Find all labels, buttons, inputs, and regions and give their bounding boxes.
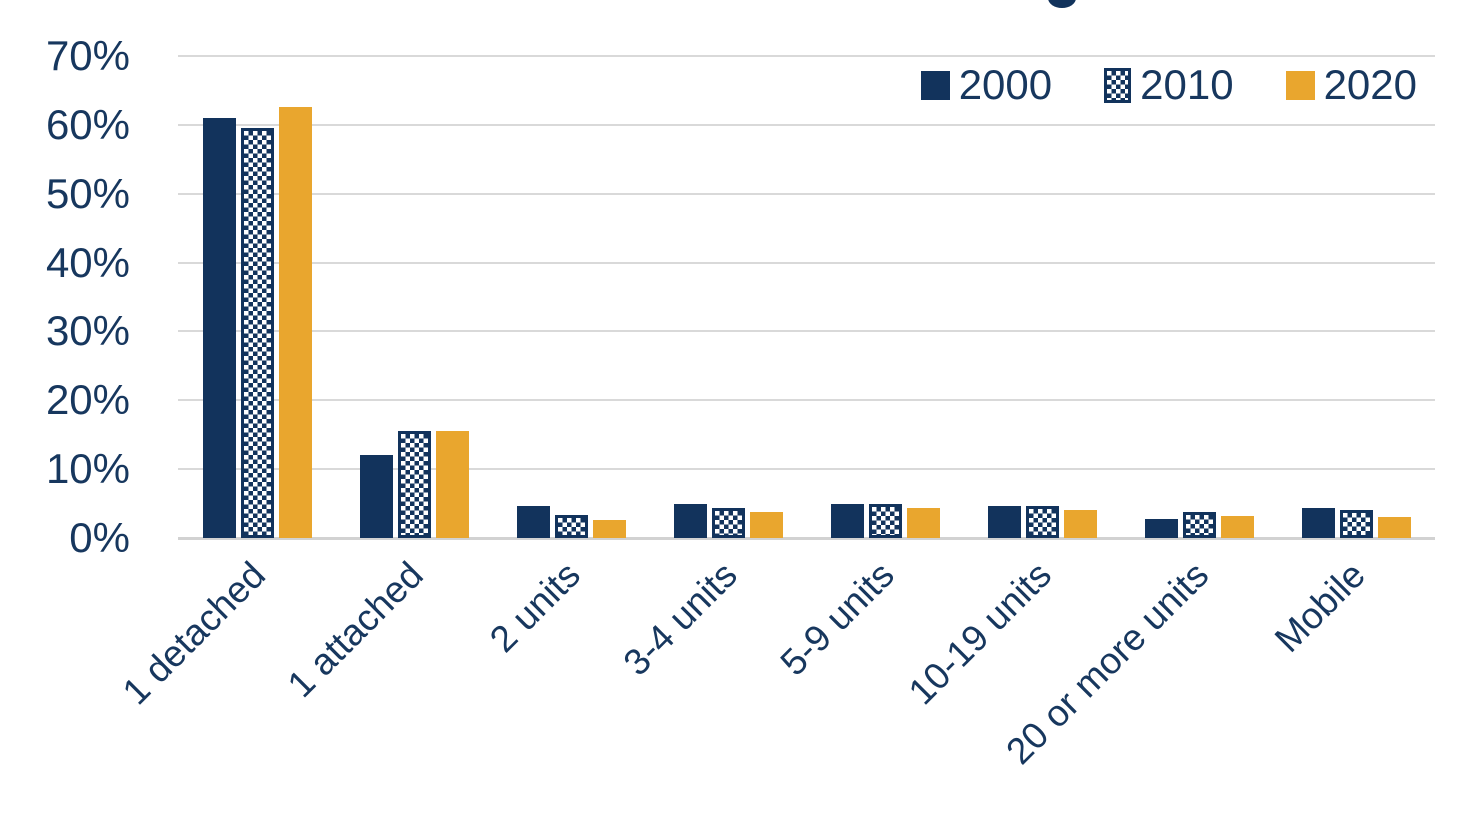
y-tick-label-30: 30% <box>45 307 130 355</box>
x-axis-label-10-19-units: 10-19 units <box>900 554 1060 713</box>
y-tick-label-10: 10% <box>45 445 130 493</box>
gridline-40 <box>178 261 1435 264</box>
x-axis-label-mobile: Mobile <box>1267 554 1374 661</box>
y-tick-label-0: 0% <box>69 514 130 561</box>
legend-swatch-2020-icon <box>1285 70 1315 100</box>
x-axis-label-1-detached: 1 detached <box>115 554 274 713</box>
gridline-20 <box>178 399 1435 402</box>
bar-2020-1-detached <box>278 106 312 538</box>
legend-item-2020: 2020 <box>1285 61 1417 108</box>
bar-2020-1-attached <box>435 430 469 538</box>
gridline-60 <box>178 123 1435 126</box>
cutoff-title-descender-fragment <box>1048 0 1076 8</box>
bar-2000-3-4-units <box>673 503 707 538</box>
bar-2000-5-9-units <box>831 504 865 538</box>
bar-2010-mobile <box>1340 509 1374 538</box>
x-axis-label-5-9-units: 5-9 units <box>772 554 903 684</box>
x-axis-line <box>178 537 1435 540</box>
gridline-30 <box>178 330 1435 333</box>
bar-2010-20-or-more-units <box>1183 511 1217 538</box>
y-tick-label-20: 20% <box>45 376 130 424</box>
bar-2010-1-detached <box>240 128 274 538</box>
legend-label-2000: 2000 <box>958 61 1053 108</box>
bar-2000-2-units <box>516 505 550 538</box>
gridline-70 <box>178 55 1435 57</box>
legend-swatch-2010-icon <box>1104 67 1132 103</box>
bar-2000-1-attached <box>359 455 393 538</box>
bar-2020-10-19-units <box>1064 509 1098 538</box>
y-tick-label-60: 60% <box>45 100 130 148</box>
bar-2020-2-units <box>592 520 626 538</box>
legend-label-2020: 2020 <box>1323 61 1417 108</box>
gridline-10 <box>178 468 1435 471</box>
legend-swatch-2000-icon <box>920 70 950 100</box>
bar-2000-1-detached <box>202 117 236 538</box>
gridline-50 <box>178 192 1435 195</box>
bar-2010-5-9-units <box>869 504 903 538</box>
bar-2020-3-4-units <box>749 511 783 538</box>
y-tick-label-70: 70% <box>45 32 130 79</box>
x-axis-label-3-4-units: 3-4 units <box>615 554 745 684</box>
bar-2010-10-19-units <box>1026 506 1060 538</box>
legend-item-2010: 2010 <box>1104 61 1234 108</box>
chart-legend: 2000 2010 2020 <box>920 61 1417 108</box>
bar-2010-3-4-units <box>711 507 745 538</box>
bar-2020-mobile <box>1378 516 1412 538</box>
bar-2020-5-9-units <box>907 507 941 538</box>
legend-item-2000: 2000 <box>920 61 1053 108</box>
y-tick-label-50: 50% <box>45 169 130 217</box>
bar-2010-2-units <box>554 515 588 538</box>
bar-2000-10-19-units <box>988 506 1022 538</box>
legend-label-2010: 2010 <box>1140 61 1234 108</box>
x-axis-label-2-units: 2 units <box>481 554 588 661</box>
bar-2000-mobile <box>1302 507 1336 538</box>
bar-2000-20-or-more-units <box>1145 519 1179 538</box>
y-tick-label-40: 40% <box>45 238 130 286</box>
x-axis-label-1-attached: 1 attached <box>279 554 431 706</box>
bar-2020-20-or-more-units <box>1221 515 1255 538</box>
bar-2010-1-attached <box>397 430 431 538</box>
